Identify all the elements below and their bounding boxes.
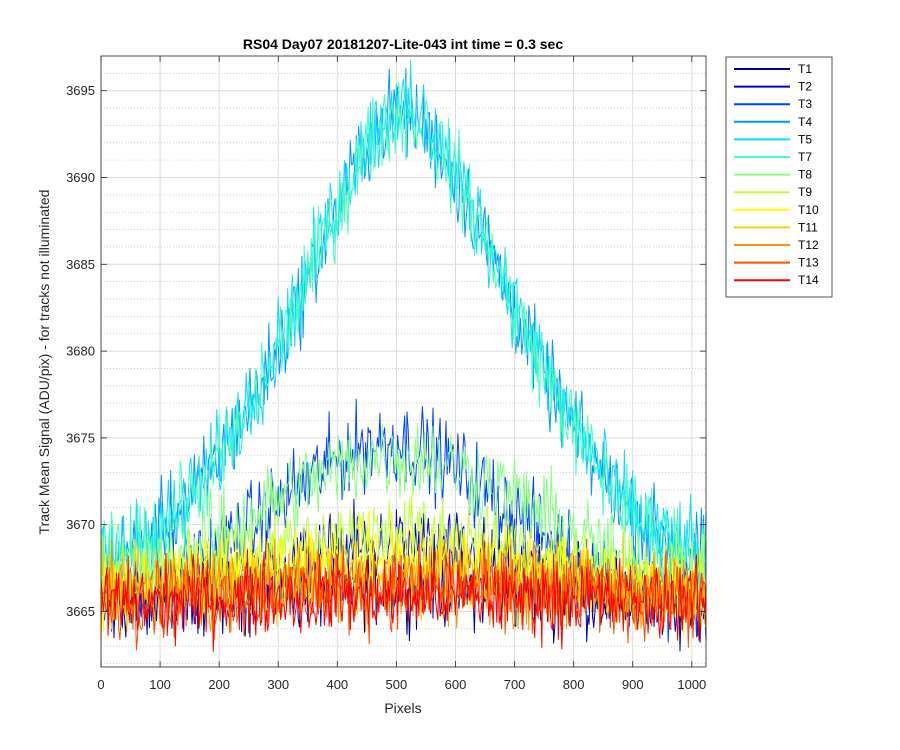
legend-label-t9: T9 (798, 185, 812, 199)
x-tick-label: 700 (504, 677, 526, 692)
legend-label-t7: T7 (798, 150, 812, 164)
legend-label-t10: T10 (798, 203, 819, 217)
y-axis-label: Track Mean Signal (ADU/pix) - for tracks… (36, 190, 52, 535)
legend-label-t13: T13 (798, 256, 819, 270)
legend-label-t2: T2 (798, 80, 812, 94)
series-line-t9 (100, 492, 707, 636)
y-tick-label: 3695 (66, 83, 95, 98)
legend-label-t8: T8 (798, 168, 812, 182)
series-line-t7 (100, 81, 707, 600)
x-tick-label: 300 (267, 677, 289, 692)
y-tick-label: 3685 (66, 257, 95, 272)
legend-label-t1: T1 (798, 62, 812, 76)
series-line-t4 (100, 68, 707, 597)
tick-layer: 0 100 200 300 400 500 600 700 800 900 1000 3665 3670… (66, 56, 706, 692)
series-layer (100, 59, 707, 652)
x-tick-label: 500 (386, 677, 408, 692)
series-line-t13 (100, 539, 707, 651)
y-tick-label: 3680 (66, 344, 95, 359)
y-tick-label: 3675 (66, 430, 95, 445)
x-tick-label: 400 (326, 677, 348, 692)
series-line-t14 (100, 548, 707, 652)
y-tick-label: 3690 (66, 170, 95, 185)
legend-label-t4: T4 (798, 115, 812, 129)
x-tick-label: 1000 (677, 677, 706, 692)
x-tick-label: 100 (149, 677, 171, 692)
legend-label-t14: T14 (798, 273, 819, 287)
x-tick-label: 200 (208, 677, 230, 692)
legend-box (725, 56, 833, 298)
legend-label-t12: T12 (798, 238, 819, 252)
legend-label-t3: T3 (798, 97, 812, 111)
x-tick-label: 0 (97, 677, 104, 692)
legend-label-t5: T5 (798, 132, 812, 146)
y-tick-label: 3665 (66, 604, 95, 619)
x-axis-label: Pixels (384, 700, 421, 716)
legend: T1 T2 T3 T4 T5 T7 T8 T9 T10 T11 T12 T13 T14 (725, 56, 833, 298)
legend-label-t11: T11 (798, 220, 818, 234)
plot-frame (100, 55, 707, 668)
x-tick-label: 600 (445, 677, 467, 692)
x-tick-label: 800 (563, 677, 585, 692)
chart-title: RS04 Day07 20181207-Lite-043 int time = … (243, 36, 563, 52)
y-tick-label: 3670 (66, 517, 95, 532)
x-tick-label: 900 (622, 677, 644, 692)
